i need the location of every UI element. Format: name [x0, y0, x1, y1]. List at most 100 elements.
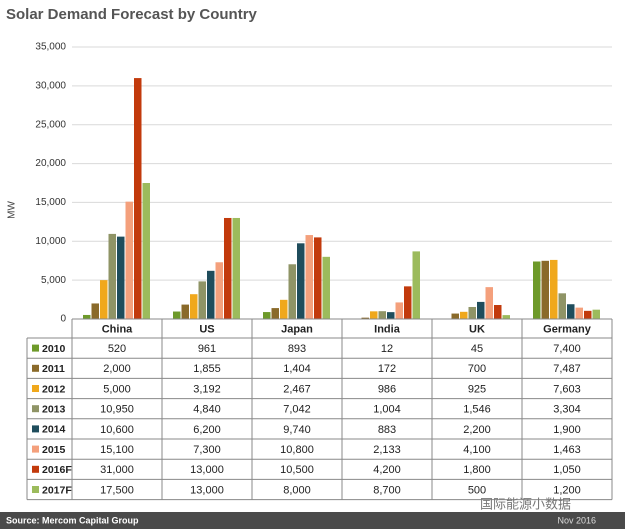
bar — [460, 311, 468, 319]
table-cell: 1,800 — [463, 464, 491, 476]
bar — [215, 262, 223, 319]
table-cell: 10,800 — [280, 444, 314, 456]
legend-label: 2013 — [42, 403, 66, 415]
bar — [412, 251, 420, 319]
bar — [305, 235, 313, 319]
bar — [83, 314, 91, 319]
legend-label: 2015 — [42, 444, 66, 456]
x-tick-label: UK — [469, 323, 485, 335]
table-cell: 893 — [288, 343, 306, 355]
bar — [584, 310, 592, 319]
table-cell: 700 — [468, 363, 486, 375]
table-cell: 8,000 — [283, 484, 311, 496]
bar — [322, 256, 330, 319]
legend-label: 2017F — [42, 484, 72, 496]
bar — [387, 312, 395, 319]
bar — [592, 309, 600, 319]
y-tick-label: 10,000 — [35, 236, 66, 247]
table-cell: 5,000 — [103, 383, 131, 395]
bar — [541, 260, 549, 319]
table-cell: 17,500 — [100, 484, 134, 496]
bar — [173, 311, 181, 319]
table-cell: 1,855 — [193, 363, 221, 375]
y-tick-label: 20,000 — [35, 158, 66, 169]
legend-swatch — [32, 486, 39, 493]
table-cell: 986 — [378, 383, 396, 395]
bar — [134, 78, 142, 319]
table-cell: 12 — [381, 343, 393, 355]
legend-swatch — [32, 344, 39, 352]
table-cell: 520 — [108, 343, 126, 355]
table-cell: 7,042 — [283, 404, 311, 416]
table-cell: 2,133 — [373, 444, 401, 456]
table-cell: 1,200 — [553, 484, 581, 496]
bar — [575, 307, 583, 319]
table-cell: 2,467 — [283, 383, 311, 395]
table-cell: 45 — [471, 343, 483, 355]
table-cell: 883 — [378, 424, 396, 436]
legend-swatch — [32, 425, 39, 433]
table-cell: 6,200 — [193, 424, 221, 436]
bar — [404, 286, 412, 319]
table-cell: 1,050 — [553, 464, 581, 476]
bar — [314, 237, 322, 319]
bar — [485, 287, 493, 319]
table-cell: 4,100 — [463, 444, 491, 456]
table-cell: 1,546 — [463, 404, 491, 416]
table-cell: 7,487 — [553, 363, 581, 375]
y-tick-label: 35,000 — [35, 42, 66, 53]
bar — [533, 261, 541, 319]
bar — [232, 217, 240, 319]
table-cell: 3,304 — [553, 404, 581, 416]
table-cell: 172 — [378, 363, 396, 375]
table-cell: 13,000 — [190, 464, 224, 476]
bar — [198, 281, 206, 319]
legend-label: 2014 — [42, 424, 66, 436]
watermark: 国际能源小数据 — [480, 496, 571, 511]
bar — [100, 280, 108, 319]
bar — [494, 305, 502, 319]
bar — [108, 233, 116, 319]
table-cell: 500 — [468, 484, 486, 496]
legend-swatch — [32, 445, 39, 453]
table-cell: 4,840 — [193, 404, 221, 416]
legend-label: 2012 — [42, 383, 66, 395]
table-cell: 3,192 — [193, 383, 221, 395]
x-tick-label: Germany — [543, 323, 592, 335]
legend-swatch — [32, 465, 39, 473]
bar — [502, 315, 510, 319]
bar — [477, 301, 485, 319]
table-cell: 2,000 — [103, 363, 131, 375]
table-cell: 961 — [198, 343, 216, 355]
bar — [117, 236, 125, 319]
table-cell: 15,100 — [100, 444, 134, 456]
date: Nov 2016 — [557, 515, 596, 525]
table-cell: 7,300 — [193, 444, 221, 456]
y-tick-label: 15,000 — [35, 197, 66, 208]
x-tick-label: India — [374, 323, 401, 335]
bar — [558, 293, 566, 319]
table-cell: 31,000 — [100, 464, 134, 476]
bar — [91, 303, 99, 319]
bar — [288, 264, 296, 319]
legend-swatch — [32, 385, 39, 392]
legend-label: 2016F — [42, 464, 72, 476]
table-cell: 8,700 — [373, 484, 401, 496]
bar — [361, 317, 369, 319]
y-axis-label: MW — [7, 201, 18, 219]
legend-swatch — [32, 405, 39, 413]
bar — [550, 259, 558, 319]
y-tick-label: 25,000 — [35, 119, 66, 130]
table-cell: 10,500 — [280, 464, 314, 476]
x-tick-label: US — [199, 323, 214, 335]
table-cell: 925 — [468, 383, 486, 395]
bar — [395, 302, 403, 319]
table-cell: 13,000 — [190, 484, 224, 496]
table-cell: 7,400 — [553, 343, 581, 355]
chart-title: Solar Demand Forecast by Country — [6, 6, 258, 23]
table-cell: 1,404 — [283, 363, 311, 375]
table-cell: 7,603 — [553, 383, 581, 395]
bar — [280, 299, 288, 319]
x-tick-label: China — [102, 323, 133, 335]
